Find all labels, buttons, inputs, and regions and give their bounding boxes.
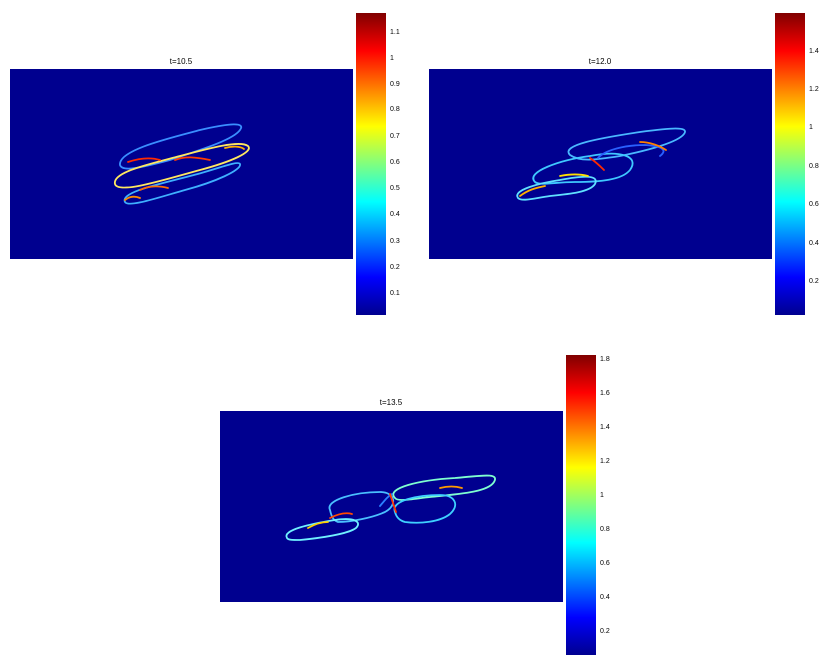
panel-title: t=12.0 (589, 57, 612, 66)
colorbar-tick: 1.4 (600, 424, 610, 431)
panel-t13-5: t=13.5 0.2 0.4 0.6 0.8 1 1.2 1.4 1.6 1.8 (220, 355, 610, 655)
contour-curve (119, 123, 243, 170)
contour-curve (597, 144, 665, 159)
colorbar-tick: 0.2 (809, 278, 819, 285)
contour-curve (532, 152, 634, 185)
colorbar-tick: 0.8 (390, 106, 400, 113)
contour-curve (393, 494, 457, 524)
colorbar-tick: 1 (600, 492, 604, 499)
contour-curve (285, 518, 359, 541)
colorbar-tick: 1.8 (600, 356, 610, 363)
colorbar-tick: 0.7 (390, 133, 400, 140)
contour-hotspot (639, 141, 667, 151)
vortex-curves (114, 123, 250, 205)
colorbar-tick: 1.6 (600, 390, 610, 397)
panel-t12-0: t=12.0 0.2 0.4 0.6 0.8 1 1.2 1.4 (429, 13, 819, 315)
colorbar-tick: 1.1 (390, 29, 400, 36)
colorbar (775, 13, 805, 315)
contour-hotspot (127, 157, 161, 163)
colorbar-tick: 1.2 (809, 86, 819, 93)
colorbar-tick: 0.4 (600, 594, 610, 601)
contour-hotspot (389, 493, 397, 513)
colorbar (356, 13, 386, 315)
colorbar-tick: 0.6 (809, 201, 819, 208)
colorbar-tick: 0.2 (600, 628, 610, 635)
contour-hotspot (329, 512, 353, 519)
colorbar-tick: 1.4 (809, 48, 819, 55)
field-plot-area (10, 69, 353, 259)
panel-t10-5: t=10.5 0.1 0.2 0.3 0.4 0.5 0.6 0.7 0.8 0… (10, 13, 400, 315)
vortex-curves (285, 474, 496, 541)
contour-hotspot (224, 145, 245, 150)
contour-hotspot (139, 185, 169, 191)
contour-hotspot (439, 485, 463, 489)
panel-title: t=13.5 (380, 398, 403, 407)
colorbar-ticks: 0.1 0.2 0.3 0.4 0.5 0.6 0.7 0.8 0.9 1 1.… (390, 29, 400, 297)
contour-hotspot (124, 195, 141, 201)
colorbar-tick: 0.2 (390, 264, 400, 271)
colorbar-tick: 1 (809, 124, 813, 131)
colorbar-tick: 0.8 (809, 163, 819, 170)
panel-title: t=10.5 (170, 57, 193, 66)
colorbar-ticks: 0.2 0.4 0.6 0.8 1 1.2 1.4 (809, 48, 819, 285)
colorbar-tick: 0.3 (390, 238, 400, 245)
colorbar-tick: 1 (390, 55, 394, 62)
colorbar-tick: 0.1 (390, 290, 400, 297)
contour-curve (516, 175, 597, 201)
contour-curve (114, 143, 250, 189)
contour-hotspot (589, 157, 605, 171)
colorbar-tick: 0.4 (809, 240, 819, 247)
contour-hotspot (519, 185, 546, 197)
colorbar-ticks: 0.2 0.4 0.6 0.8 1 1.2 1.4 1.6 1.8 (600, 356, 610, 635)
contour-hotspot (307, 521, 329, 529)
colorbar-tick: 0.6 (600, 560, 610, 567)
contour-curve (567, 127, 686, 161)
colorbar-tick: 0.4 (390, 211, 400, 218)
vortex-curves (516, 127, 686, 201)
field-plot-area (429, 69, 772, 259)
contour-hotspot (559, 173, 589, 177)
contour-curve (123, 162, 241, 205)
colorbar-tick: 0.8 (600, 526, 610, 533)
colorbar-tick: 0.5 (390, 185, 400, 192)
colorbar (566, 355, 596, 655)
contour-curve (392, 474, 496, 501)
colorbar-tick: 0.6 (390, 159, 400, 166)
colorbar-tick: 1.2 (600, 458, 610, 465)
contour-hotspot (174, 156, 211, 161)
colorbar-tick: 0.9 (390, 81, 400, 88)
